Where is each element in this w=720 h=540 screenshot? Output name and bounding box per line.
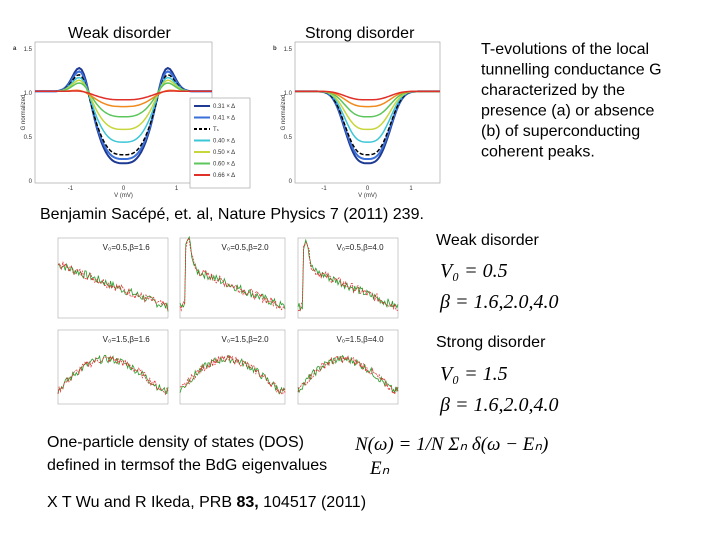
legend-box [189,97,251,189]
tick-label: 1.5 [24,47,33,53]
subplot-label: V₀=0.5,β=4.0 [336,243,384,252]
panel-label: b [273,46,277,52]
curve [35,82,212,118]
volume: 83, [236,494,258,511]
subplot-label: V₀=0.5,β=1.6 [103,243,151,252]
curve [35,79,212,131]
curve [35,70,212,160]
legend-label: 0.66 × Δ [213,173,235,179]
plot-frame [57,329,169,405]
axis-label: G normalized [21,95,27,131]
citation: X T Wu and R Ikeda, PRB 83, 104517 (2011… [47,494,366,511]
formula: V₀ = 0.5 [440,260,508,282]
tick-label: -1 [321,186,327,192]
description-line: tunnelling conductance G [481,62,662,79]
text: defined in termsof the BdG eigenvalues [47,457,327,474]
description-line: presence (a) or absence [481,103,655,120]
dos-curve [297,355,399,396]
dos-curve [297,242,399,312]
plot-frame [297,237,399,319]
description-line: (b) of superconducting [481,123,640,140]
plot-frame [57,237,169,319]
tick-label: 1.0 [284,91,293,97]
label: Weak disorder [436,232,540,249]
tick-label: -1 [68,186,74,192]
curve [295,90,440,131]
plot-frame [34,41,213,184]
citation: Benjamin Sacépé, et. al, Nature Physics … [40,206,424,223]
tick-label: 0 [366,186,370,192]
dos-curve [179,354,286,395]
tick-label: 0.5 [284,135,293,141]
legend-label: 0.50 × Δ [213,150,235,156]
dos-curve [57,354,169,395]
text: One-particle density of states (DOS) [47,434,304,451]
dos-curve [179,237,286,312]
label: Strong disorder [436,334,546,351]
formula: V₀ = 1.5 [440,363,508,385]
formula: Eₙ [369,458,390,479]
description-line: T-evolutions of the local [481,41,649,58]
description-line: characterized by the [481,82,625,99]
curve [35,76,212,143]
legend-label: 0.41 × Δ [213,116,235,122]
legend-label: 0.40 × Δ [213,139,235,145]
curve [295,90,440,160]
tick-label: 0 [29,179,33,185]
curve [35,89,212,108]
authors: X T Wu and R Ikeda, PRB [47,494,236,511]
dos-curve [57,262,169,312]
description-line: coherent peaks. [481,144,595,161]
curve [35,90,212,101]
panel-label: a [13,46,17,52]
formula: β = 1.6,2.0,4.0 [439,394,558,416]
dos-curve [297,354,399,394]
plot-frame [179,237,286,319]
plot-frame [294,41,441,184]
axis-label: G normalized [281,95,287,131]
subplot-label: V₀=1.5,β=4.0 [336,335,384,344]
plot-frame [179,329,286,405]
formula: β = 1.6,2.0,4.0 [439,291,558,313]
curve [295,90,440,156]
tick-label: 1 [409,186,413,192]
subplot-label: V₀=0.5,β=2.0 [222,243,270,252]
legend-label: 0.60 × Δ [213,162,235,168]
curve [295,90,440,118]
tick-label: 0.5 [24,135,33,141]
tick-label: 0 [122,186,126,192]
curve [35,66,212,165]
curve [295,90,440,101]
legend-label: Tₛ [213,127,219,133]
formula: N(ω) = 1/N Σₙ δ(ω − Eₙ) [354,434,548,455]
label: Strong disorder [305,25,415,42]
label: Weak disorder [68,25,172,42]
plot-frame [297,329,399,405]
curve [295,90,440,108]
tick-label: 0 [289,179,293,185]
axis-label: V (mV) [114,193,133,199]
tick-label: 1.0 [24,91,33,97]
tick-label: 1.5 [284,47,293,53]
pages: 104517 (2011) [259,494,366,511]
dos-curve [57,355,169,396]
dos-curve [179,353,286,395]
legend-label: 0.31 × Δ [213,104,235,110]
subplot-label: V₀=1.5,β=2.0 [222,335,270,344]
curve [295,90,440,165]
dos-curve [179,235,286,310]
tick-label: 1 [175,186,179,192]
dos-curve [57,261,169,312]
subplot-label: V₀=1.5,β=1.6 [103,335,151,344]
axis-label: V (mV) [358,193,377,199]
